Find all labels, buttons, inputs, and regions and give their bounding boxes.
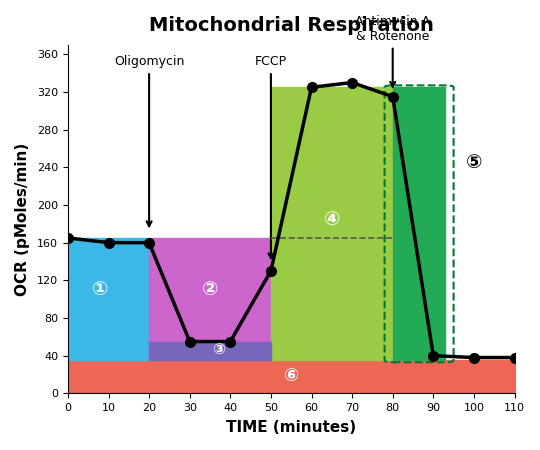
Text: Oligomycin: Oligomycin xyxy=(114,55,184,226)
Y-axis label: OCR (pMoles/min): OCR (pMoles/min) xyxy=(15,143,30,296)
Text: ④: ④ xyxy=(323,210,340,229)
Text: Antimycin A
& Rotenone: Antimycin A & Rotenone xyxy=(355,15,430,87)
Text: ⑥: ⑥ xyxy=(284,367,299,385)
Text: ③: ③ xyxy=(212,342,225,356)
X-axis label: TIME (minutes): TIME (minutes) xyxy=(226,420,356,435)
Text: FCCP: FCCP xyxy=(255,55,287,258)
Text: ⑤: ⑤ xyxy=(465,153,482,172)
Text: ②: ② xyxy=(202,280,218,299)
Title: Mitochondrial Respiration: Mitochondrial Respiration xyxy=(149,16,434,35)
Text: ①: ① xyxy=(92,280,109,299)
